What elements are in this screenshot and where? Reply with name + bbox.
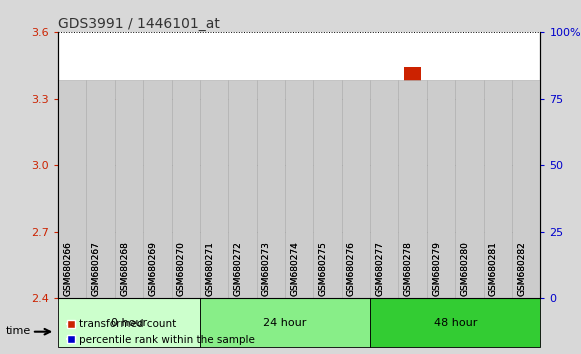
Text: GSM680269: GSM680269 — [148, 241, 157, 296]
Text: GSM680273: GSM680273 — [262, 241, 271, 296]
Point — [67, 256, 77, 261]
Text: GSM680272: GSM680272 — [234, 241, 242, 296]
Text: GSM680268: GSM680268 — [120, 241, 129, 296]
Point — [408, 168, 417, 173]
Point — [124, 256, 134, 261]
Text: GSM680267: GSM680267 — [92, 241, 101, 296]
Legend: transformed count, percentile rank within the sample: transformed count, percentile rank withi… — [63, 315, 259, 349]
Text: GSM680269: GSM680269 — [148, 241, 157, 296]
Bar — [427, 80, 456, 298]
Bar — [461, 107, 478, 298]
Bar — [432, 221, 450, 298]
Point — [493, 210, 503, 216]
Bar — [342, 80, 370, 298]
Text: GSM680279: GSM680279 — [432, 241, 441, 296]
Text: 48 hour: 48 hour — [433, 318, 477, 328]
Point — [436, 237, 446, 242]
Bar — [512, 80, 540, 298]
Bar — [290, 232, 308, 298]
Bar — [206, 223, 223, 298]
Text: GSM680271: GSM680271 — [205, 241, 214, 296]
Bar — [313, 80, 342, 298]
Text: GSM680270: GSM680270 — [177, 241, 186, 296]
Text: GSM680281: GSM680281 — [489, 241, 498, 296]
Point — [153, 248, 162, 253]
Text: GSM680274: GSM680274 — [290, 241, 299, 296]
Bar — [263, 112, 279, 298]
Point — [266, 184, 275, 189]
Bar — [171, 80, 200, 298]
Point — [181, 237, 191, 242]
Text: 0 hour: 0 hour — [111, 318, 147, 328]
Point — [465, 189, 474, 195]
Text: GSM680280: GSM680280 — [460, 241, 469, 296]
Text: GSM680270: GSM680270 — [177, 241, 186, 296]
Bar — [177, 216, 194, 298]
Bar — [518, 165, 535, 298]
Bar — [120, 281, 138, 298]
Text: time: time — [6, 326, 31, 336]
Bar — [370, 80, 399, 298]
Text: GSM680279: GSM680279 — [432, 241, 441, 296]
Bar — [58, 80, 87, 298]
Text: GSM680277: GSM680277 — [375, 241, 384, 296]
Bar — [87, 80, 115, 298]
Bar — [456, 80, 483, 298]
Text: GSM680273: GSM680273 — [262, 241, 271, 296]
Point — [352, 261, 361, 267]
Point — [210, 237, 219, 242]
Text: GSM680276: GSM680276 — [347, 241, 356, 296]
Bar — [149, 279, 166, 298]
Bar — [347, 292, 364, 298]
Text: GSM680282: GSM680282 — [517, 241, 526, 296]
Text: GSM680271: GSM680271 — [205, 241, 214, 296]
Bar — [257, 80, 285, 298]
Point — [323, 264, 332, 269]
Bar — [143, 80, 171, 298]
Text: GSM680267: GSM680267 — [92, 241, 101, 296]
Bar — [64, 290, 81, 298]
Bar — [285, 80, 313, 298]
Text: 24 hour: 24 hour — [263, 318, 307, 328]
Text: GSM680274: GSM680274 — [290, 241, 299, 296]
Text: GSM680275: GSM680275 — [318, 241, 328, 296]
Text: GSM680277: GSM680277 — [375, 241, 384, 296]
Bar — [92, 218, 109, 298]
Point — [379, 237, 389, 242]
Bar — [200, 298, 370, 347]
Point — [96, 229, 105, 235]
Bar — [234, 103, 251, 298]
Point — [238, 170, 247, 176]
Text: GSM680275: GSM680275 — [318, 241, 328, 296]
Bar — [483, 80, 512, 298]
Bar — [399, 80, 427, 298]
Text: GSM680266: GSM680266 — [63, 241, 72, 296]
Bar — [58, 298, 200, 347]
Text: GSM680278: GSM680278 — [404, 241, 413, 296]
Bar — [376, 216, 393, 298]
Text: GSM680276: GSM680276 — [347, 241, 356, 296]
Text: GDS3991 / 1446101_at: GDS3991 / 1446101_at — [58, 17, 220, 31]
Text: GSM680272: GSM680272 — [234, 241, 242, 296]
Bar — [489, 161, 506, 298]
Bar — [228, 80, 257, 298]
Point — [522, 216, 531, 221]
Text: GSM680281: GSM680281 — [489, 241, 498, 296]
Bar — [319, 294, 336, 298]
Point — [295, 229, 304, 235]
Text: GSM680282: GSM680282 — [517, 241, 526, 296]
Bar — [115, 80, 143, 298]
Bar — [370, 298, 540, 347]
Bar — [200, 80, 228, 298]
Text: GSM680268: GSM680268 — [120, 241, 129, 296]
Text: GSM680266: GSM680266 — [63, 241, 72, 296]
Text: GSM680278: GSM680278 — [404, 241, 413, 296]
Bar — [404, 67, 421, 298]
Text: GSM680280: GSM680280 — [460, 241, 469, 296]
